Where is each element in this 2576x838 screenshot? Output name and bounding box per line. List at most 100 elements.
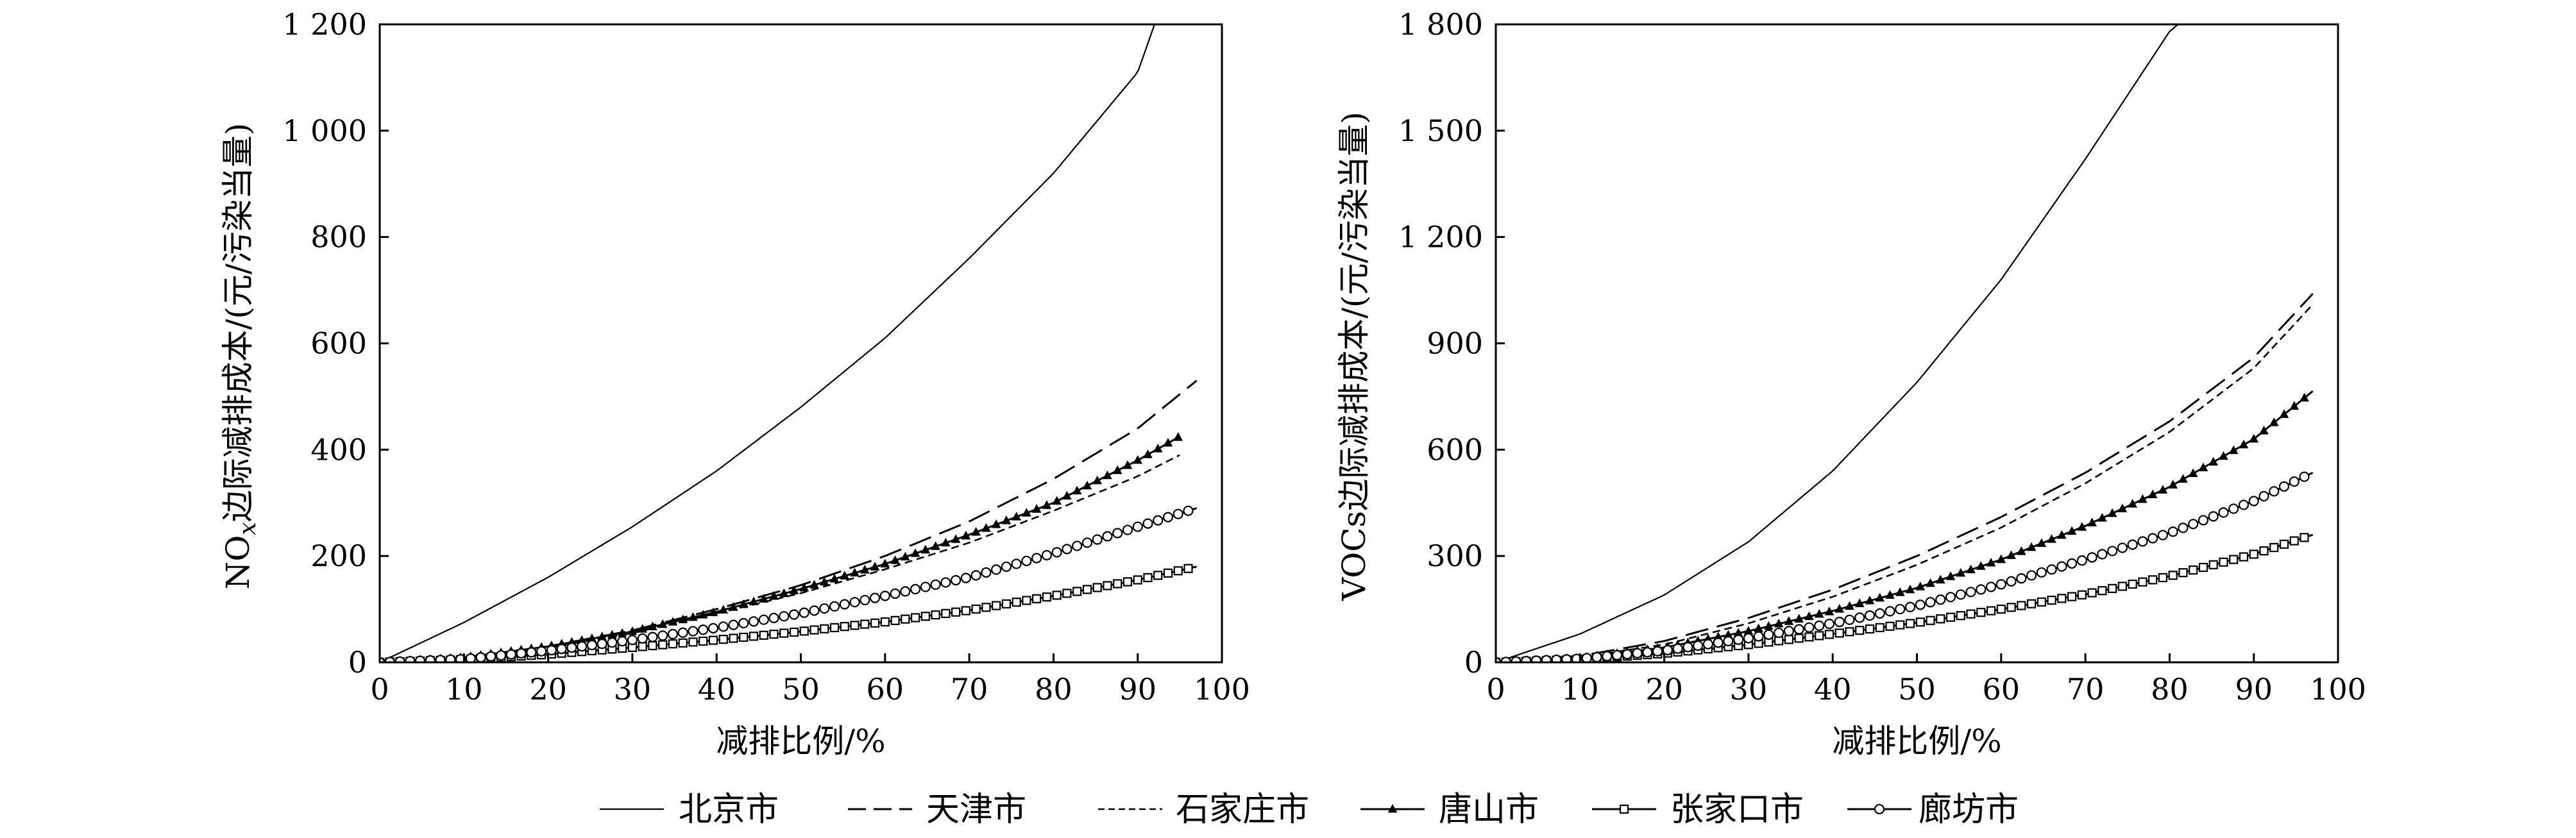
vocs-data-point — [1854, 598, 1865, 607]
vocs-data-point — [2077, 522, 2087, 531]
nox-data-point — [1122, 524, 1133, 535]
nox-data-point — [1001, 561, 1012, 573]
vocs-data-point — [2128, 579, 2137, 589]
nox-data-point — [1012, 512, 1021, 521]
vocs-data-point — [2167, 526, 2178, 537]
nox-data-point — [738, 599, 749, 608]
nox-series-markers-3 — [380, 432, 1183, 662]
vocs-data-point — [1955, 589, 1966, 600]
nox-data-point — [879, 591, 890, 601]
vocs-data-point — [2278, 481, 2290, 492]
nox-data-point — [839, 599, 850, 610]
vocs-data-point — [2016, 546, 2026, 555]
vocs-y-tick-label: 300 — [1427, 539, 1483, 573]
nox-data-point — [840, 571, 850, 580]
vocs-data-point — [1996, 579, 2006, 590]
nox-data-point — [1072, 587, 1082, 596]
legend-marker — [1387, 803, 1398, 813]
vocs-data-point — [1591, 651, 1602, 662]
nox-data-point — [779, 628, 789, 638]
nox-data-point — [546, 644, 557, 656]
vocs-data-point — [1885, 590, 1895, 599]
vocs-data-point — [2006, 550, 2016, 559]
nox-data-point — [870, 562, 880, 571]
nox-data-point — [1142, 518, 1153, 529]
nox-data-point — [718, 621, 729, 632]
vocs-data-point — [2300, 392, 2309, 402]
vocs-y-tick-label: 0 — [1464, 645, 1483, 680]
vocs-data-point — [1632, 648, 1643, 658]
nox-data-point — [1062, 544, 1072, 555]
vocs-data-point — [1845, 627, 1854, 637]
nox-x-tick-label: 90 — [1119, 672, 1157, 707]
vocs-data-point — [2208, 511, 2219, 522]
vocs-data-point — [2046, 564, 2057, 575]
vocs-data-point — [2117, 582, 2127, 591]
vocs-data-point — [2158, 573, 2167, 583]
vocs-data-point — [1602, 651, 1613, 662]
nox-data-point — [849, 597, 860, 608]
nox-data-point — [1173, 508, 1183, 519]
nox-x-tick-label: 40 — [698, 672, 736, 707]
vocs-data-point — [2108, 583, 2117, 593]
nox-data-point — [445, 654, 456, 662]
nox-data-point — [981, 523, 991, 532]
nox-data-point — [1163, 438, 1173, 447]
nox-data-point — [648, 621, 657, 631]
vocs-data-point — [2249, 433, 2259, 443]
nox-data-point — [900, 551, 910, 561]
nox-data-point — [1092, 534, 1103, 545]
nox-plot-frame — [378, 23, 1223, 664]
vocs-data-point — [1793, 624, 1804, 635]
vocs-data-point — [1895, 603, 1906, 615]
nox-data-point — [820, 624, 829, 633]
nox-data-point — [435, 655, 446, 662]
nox-data-point — [505, 649, 516, 660]
vocs-data-point — [1496, 657, 1502, 662]
nox-data-point — [1143, 449, 1153, 458]
vocs-data-point — [1915, 617, 1925, 627]
nox-data-point — [657, 619, 668, 628]
nox-data-point — [465, 653, 476, 662]
vocs-data-point — [2067, 526, 2077, 535]
vocs-data-point — [1774, 627, 1784, 639]
vocs-data-point — [1885, 621, 1895, 631]
vocs-cost-chart: 0 10 20 30 40 50 60 70 80 90 100 0 300 600 900 1 200 1 5… — [1335, 7, 2366, 760]
vocs-data-point — [2026, 570, 2037, 581]
vocs-data-point — [1956, 567, 1966, 577]
nox-data-point — [981, 603, 991, 612]
nox-data-point — [586, 640, 597, 651]
nox-data-point — [789, 585, 799, 594]
vocs-data-point — [2189, 565, 2198, 575]
vocs-data-point — [2178, 474, 2188, 483]
nox-data-point — [769, 630, 779, 639]
nox-data-point — [1022, 596, 1031, 605]
nox-data-point — [638, 624, 647, 633]
vocs-data-point — [2037, 538, 2047, 547]
nox-data-point — [961, 606, 970, 616]
vocs-data-point — [1885, 606, 1895, 617]
vocs-data-point — [1733, 634, 1744, 645]
vocs-data-point — [2097, 549, 2108, 560]
vocs-data-point — [1965, 587, 1976, 598]
vocs-data-point — [1541, 655, 1552, 662]
nox-data-point — [1153, 443, 1163, 453]
vocs-x-tick-label: 80 — [2151, 672, 2189, 707]
vocs-data-point — [2299, 471, 2310, 482]
nox-data-point — [1081, 537, 1093, 548]
vocs-data-point — [1763, 629, 1774, 640]
nox-data-point — [637, 633, 648, 644]
vocs-data-point — [2087, 517, 2097, 526]
vocs-data-point — [2066, 558, 2078, 569]
vocs-data-point — [2289, 476, 2300, 487]
vocs-data-point — [1925, 597, 1936, 608]
legend-item: 北京市 — [600, 791, 779, 829]
vocs-data-point — [2157, 530, 2168, 541]
nox-data-point — [860, 619, 870, 629]
nox-data-point — [688, 637, 698, 647]
nox-x-tick-label: 60 — [867, 672, 904, 707]
nox-data-point — [617, 636, 628, 647]
vocs-data-point — [2097, 586, 2107, 596]
vocs-data-point — [1794, 614, 1804, 623]
vocs-data-point — [2269, 486, 2280, 497]
